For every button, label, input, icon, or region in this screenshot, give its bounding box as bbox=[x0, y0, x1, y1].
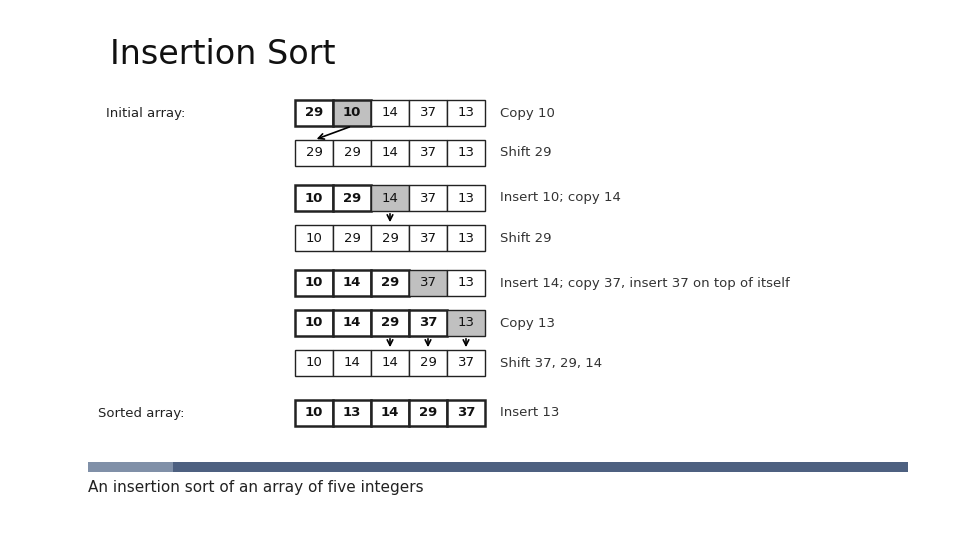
Bar bbox=[371, 140, 409, 166]
Text: 37: 37 bbox=[458, 356, 474, 369]
Bar bbox=[447, 400, 485, 426]
Text: 29: 29 bbox=[419, 407, 437, 420]
Text: 37: 37 bbox=[457, 407, 475, 420]
Text: 13: 13 bbox=[458, 146, 474, 159]
Bar bbox=[333, 400, 371, 426]
Text: Insert 14; copy 37, insert 37 on top of itself: Insert 14; copy 37, insert 37 on top of … bbox=[500, 276, 790, 289]
Text: 29: 29 bbox=[344, 232, 360, 245]
Text: 13: 13 bbox=[458, 192, 474, 205]
Text: Copy 13: Copy 13 bbox=[500, 316, 555, 329]
Text: 37: 37 bbox=[419, 316, 437, 329]
Bar bbox=[371, 185, 409, 211]
Bar bbox=[409, 270, 447, 296]
Text: 14: 14 bbox=[381, 146, 398, 159]
Text: 29: 29 bbox=[305, 146, 323, 159]
Bar bbox=[447, 350, 485, 376]
Bar bbox=[371, 400, 409, 426]
Text: 37: 37 bbox=[420, 106, 437, 119]
Bar bbox=[295, 270, 333, 296]
Text: 29: 29 bbox=[305, 106, 324, 119]
Text: 14: 14 bbox=[381, 356, 398, 369]
Bar bbox=[333, 350, 371, 376]
Text: 29: 29 bbox=[344, 146, 360, 159]
Text: 10: 10 bbox=[305, 192, 324, 205]
Text: Shift 37, 29, 14: Shift 37, 29, 14 bbox=[500, 356, 602, 369]
Bar bbox=[88, 462, 173, 472]
Bar bbox=[295, 310, 333, 336]
Text: 13: 13 bbox=[343, 407, 361, 420]
Text: 10: 10 bbox=[305, 232, 323, 245]
Bar bbox=[409, 225, 447, 251]
Text: 13: 13 bbox=[458, 276, 474, 289]
Text: 14: 14 bbox=[344, 356, 360, 369]
Text: 14: 14 bbox=[343, 316, 361, 329]
Bar bbox=[333, 100, 371, 126]
Bar bbox=[371, 225, 409, 251]
Text: Insert 13: Insert 13 bbox=[500, 407, 560, 420]
Text: 14: 14 bbox=[343, 276, 361, 289]
Text: 29: 29 bbox=[381, 232, 398, 245]
Bar bbox=[371, 350, 409, 376]
Bar bbox=[409, 310, 447, 336]
Text: 14: 14 bbox=[381, 407, 399, 420]
Text: 29: 29 bbox=[381, 316, 399, 329]
Bar bbox=[409, 140, 447, 166]
Text: 29: 29 bbox=[420, 356, 437, 369]
Bar bbox=[295, 400, 333, 426]
Bar bbox=[409, 400, 447, 426]
Bar bbox=[371, 270, 409, 296]
Text: Sorted array:: Sorted array: bbox=[99, 407, 185, 420]
Bar bbox=[409, 185, 447, 211]
Text: 37: 37 bbox=[420, 276, 437, 289]
Bar bbox=[333, 270, 371, 296]
Text: 29: 29 bbox=[343, 192, 361, 205]
Text: 14: 14 bbox=[381, 192, 398, 205]
Text: Insert 10; copy 14: Insert 10; copy 14 bbox=[500, 192, 621, 205]
Bar bbox=[447, 140, 485, 166]
Bar bbox=[447, 185, 485, 211]
Text: 10: 10 bbox=[305, 356, 323, 369]
Text: 29: 29 bbox=[381, 276, 399, 289]
Text: 37: 37 bbox=[420, 146, 437, 159]
Bar bbox=[333, 310, 371, 336]
Text: 13: 13 bbox=[458, 106, 474, 119]
Bar bbox=[371, 100, 409, 126]
Bar bbox=[295, 100, 333, 126]
Bar bbox=[447, 310, 485, 336]
Text: 37: 37 bbox=[420, 232, 437, 245]
Text: 13: 13 bbox=[458, 316, 474, 329]
Bar bbox=[447, 225, 485, 251]
Bar bbox=[333, 140, 371, 166]
Bar bbox=[295, 140, 333, 166]
Text: 37: 37 bbox=[420, 192, 437, 205]
Text: Insertion Sort: Insertion Sort bbox=[110, 38, 335, 71]
Text: 13: 13 bbox=[458, 232, 474, 245]
Text: An insertion sort of an array of five integers: An insertion sort of an array of five in… bbox=[88, 480, 423, 495]
Text: Initial array:: Initial array: bbox=[106, 106, 185, 119]
Bar bbox=[371, 310, 409, 336]
Bar bbox=[447, 270, 485, 296]
Text: Shift 29: Shift 29 bbox=[500, 146, 551, 159]
Text: 14: 14 bbox=[381, 106, 398, 119]
Text: 10: 10 bbox=[305, 316, 324, 329]
Text: 10: 10 bbox=[343, 106, 361, 119]
Bar bbox=[295, 350, 333, 376]
Text: Copy 10: Copy 10 bbox=[500, 106, 555, 119]
Bar bbox=[88, 462, 908, 472]
Bar bbox=[409, 100, 447, 126]
Text: 10: 10 bbox=[305, 276, 324, 289]
Text: Shift 29: Shift 29 bbox=[500, 232, 551, 245]
Bar bbox=[447, 100, 485, 126]
Text: 10: 10 bbox=[305, 407, 324, 420]
Bar bbox=[295, 185, 333, 211]
Bar bbox=[409, 350, 447, 376]
Bar bbox=[295, 225, 333, 251]
Bar bbox=[333, 225, 371, 251]
Bar bbox=[333, 185, 371, 211]
